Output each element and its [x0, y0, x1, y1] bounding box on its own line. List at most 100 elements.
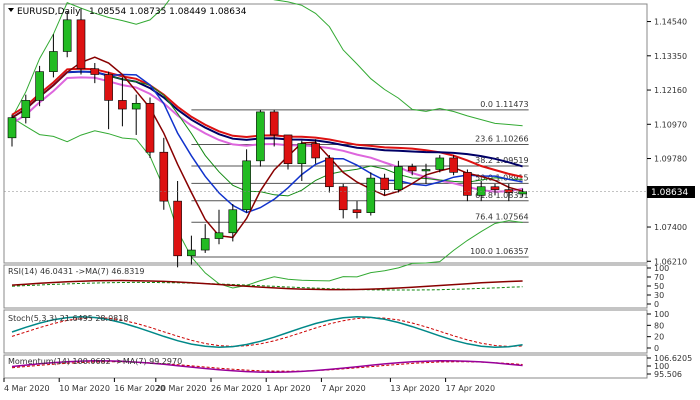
candle-body	[311, 143, 320, 159]
candle-body	[104, 74, 113, 101]
lower-band	[11, 117, 523, 289]
rsi-tick-label: 50	[654, 282, 664, 291]
candle-body	[118, 100, 127, 110]
y-tick-label: 1.12160	[654, 86, 687, 95]
candle-body	[407, 166, 417, 172]
y-tick-label: 1.09780	[654, 155, 687, 164]
candle-body	[449, 157, 458, 173]
candle-body	[145, 102, 155, 153]
candle-body	[394, 166, 403, 190]
current-price-box	[647, 186, 695, 198]
candle-body	[297, 143, 307, 165]
y-tick-label: 1.14540	[654, 18, 687, 27]
collapse-arrow-icon[interactable]	[8, 8, 14, 12]
x-tick-label: 13 Apr 2020	[390, 384, 439, 393]
ma-darkred-line	[11, 56, 523, 239]
candle-body	[283, 134, 293, 165]
candle-body	[504, 189, 514, 193]
candle-body	[352, 209, 362, 213]
stoch-label: Stoch(5,3,3) 21.6495 28.0818	[8, 314, 128, 323]
candle-body	[518, 191, 527, 195]
candle-body	[325, 157, 334, 188]
candle-body	[366, 177, 376, 213]
y-tick-label: 1.13350	[654, 52, 687, 61]
rsi-tick-label: 100	[654, 264, 669, 273]
candle-body	[380, 177, 389, 190]
x-tick-label: 4 Mar 2020	[4, 384, 50, 393]
momentum-line	[11, 360, 523, 373]
rsi-tick-label: 70	[654, 273, 664, 282]
title-group: EURUSD,Daily 1.08554 1.08735 1.08449 1.0…	[8, 7, 247, 17]
stoch-tick-label: 0	[654, 344, 659, 353]
main-panel-frame	[3, 3, 648, 264]
candle-body	[62, 19, 72, 52]
candle-body	[269, 111, 279, 136]
current-price-tag: 1.08634	[647, 186, 695, 198]
candle-body	[256, 111, 265, 162]
candle-body	[242, 160, 251, 211]
y-axis: 1.145401.133501.121601.109701.097801.085…	[647, 18, 687, 266]
ma-navy-line	[11, 70, 523, 168]
momentum-tick-label: 106.6205	[654, 354, 692, 363]
x-tick-label: 7 Apr 2020	[321, 384, 365, 393]
bollinger-bands	[11, 0, 523, 289]
candle-body	[131, 102, 141, 110]
fib-label: 61.8 1.08311	[475, 191, 528, 200]
stoch-tick-label: 100	[654, 310, 669, 319]
candles	[4, 8, 647, 268]
fib-label: 76.4 1.07564	[475, 212, 528, 221]
rsi-tick-label: 0	[654, 300, 659, 309]
x-tick-label: 10 Mar 2020	[59, 384, 110, 393]
candle-body	[490, 186, 500, 190]
fib-label: 0.0 1.11473	[480, 100, 528, 109]
y-tick-label: 1.07400	[654, 223, 687, 232]
candle-body	[21, 100, 31, 118]
rsi-signal	[11, 281, 523, 291]
momentum-tick-label: 95.506	[654, 370, 682, 379]
x-tick-label: 1 Apr 2020	[266, 384, 310, 393]
candle-body	[421, 169, 431, 172]
candle-body	[159, 151, 169, 202]
candle-body	[338, 186, 348, 211]
rsi-label: RSI(14) 46.0431 ->MA(7) 46.8319	[8, 267, 145, 276]
fib-label: 23.6 1.10266	[475, 135, 528, 144]
momentum-tick-label: 100	[654, 362, 669, 371]
stoch-tick-label: 20	[654, 333, 664, 342]
current-price-label: 1.08634	[651, 188, 688, 198]
x-tick-label: 16 Mar 2020	[114, 384, 165, 393]
candle-body	[49, 51, 58, 72]
candle-body	[228, 209, 238, 234]
ma-green-line	[11, 71, 523, 197]
moving-averages	[11, 56, 523, 239]
ohlc-header: 1.08554 1.08735 1.08449 1.08634	[89, 7, 247, 17]
candle-body	[7, 117, 17, 139]
candle-body	[435, 157, 445, 170]
symbol-title: EURUSD,Daily	[17, 7, 81, 17]
momentum-signal	[11, 361, 523, 372]
x-tick-label: 20 Mar 2020	[156, 384, 207, 393]
ma-red-line	[11, 67, 523, 178]
x-tick-label: 17 Apr 2020	[446, 384, 495, 393]
candle-body	[76, 19, 86, 70]
candle-body	[187, 249, 196, 257]
y-tick-label: 1.06210	[654, 257, 687, 266]
upper-band	[11, 0, 523, 127]
candle-body	[476, 186, 486, 196]
candle-body	[173, 200, 182, 257]
stoch-tick-label: 80	[654, 321, 664, 330]
stoch-line	[11, 316, 523, 348]
y-tick-label: 1.10970	[654, 120, 687, 129]
candle-body	[463, 172, 472, 196]
candle-body	[200, 238, 210, 251]
stoch-panel-frame	[3, 309, 648, 354]
x-tick-label: 26 Mar 2020	[211, 384, 262, 393]
momentum-label: Momentum(14) 100.0682 ->MA(7) 99.2970	[8, 357, 182, 366]
candle-body	[35, 71, 44, 101]
candle-body	[90, 68, 100, 75]
rsi-line	[11, 279, 523, 291]
